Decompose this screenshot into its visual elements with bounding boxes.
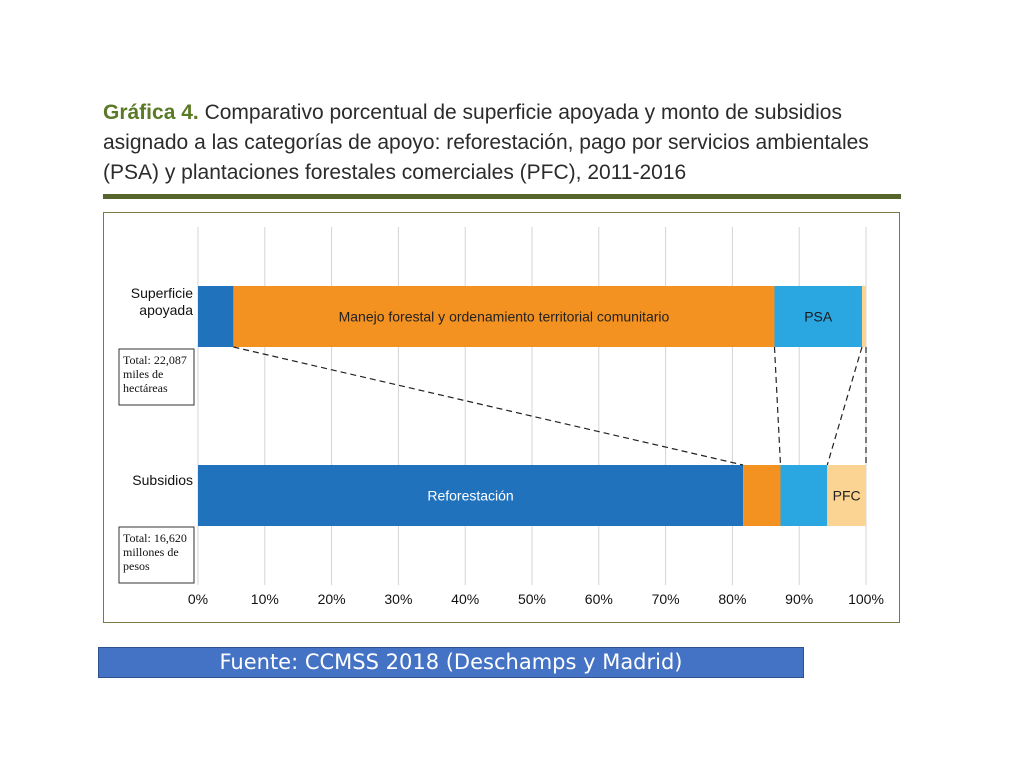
category-label: apoyada: [139, 302, 193, 318]
bar-segment: [780, 465, 828, 526]
category-label: Subsidios: [132, 472, 193, 488]
x-tick-label: 50%: [518, 591, 546, 607]
bar-segment: [198, 465, 744, 526]
x-tick-label: 0%: [188, 591, 208, 607]
total-text: miles de: [123, 367, 163, 381]
bar-segment: [774, 286, 862, 347]
connector-line: [826, 346, 863, 466]
chart-title-text: Comparativo porcentual de superficie apo…: [103, 101, 869, 184]
bar-segment: [233, 286, 775, 347]
x-tick-label: 30%: [384, 591, 412, 607]
total-text: Total: 16,620: [123, 531, 187, 545]
total-text: millones de: [123, 545, 179, 559]
total-box: [118, 348, 195, 406]
bar-segment: [198, 286, 234, 347]
source-box: Fuente: CCMSS 2018 (Deschamps y Madrid): [98, 647, 804, 678]
connector-line: [233, 346, 744, 466]
total-text: Total: 22,087: [123, 353, 187, 367]
x-tick-label: 70%: [652, 591, 680, 607]
x-tick-label: 60%: [585, 591, 613, 607]
x-tick-label: 10%: [251, 591, 279, 607]
bar-segment: [861, 286, 866, 347]
bar-segment: [827, 465, 866, 526]
chart-title: Gráfica 4. Comparativo porcentual de sup…: [103, 98, 903, 188]
category-label: Superficie: [131, 285, 193, 301]
total-text: pesos: [123, 559, 150, 573]
x-tick-label: 80%: [718, 591, 746, 607]
chart-frame: 0% 10% 20% 30% 40% 50% 60% 70% 80% 90% 100% Manejo …: [103, 212, 900, 623]
total-text: hectáreas: [123, 381, 168, 395]
title-rule: [103, 194, 901, 199]
chart-title-label: Gráfica 4.: [103, 101, 199, 124]
x-tick-label: 100%: [848, 591, 884, 607]
segment-label: PFC: [833, 488, 861, 504]
bar-segment: [743, 465, 781, 526]
segment-label: PSA: [804, 309, 833, 325]
connector-line: [773, 346, 782, 466]
stacked-bar-chart: 0% 10% 20% 30% 40% 50% 60% 70% 80% 90% 100% Manejo …: [118, 227, 884, 607]
x-tick-label: 40%: [451, 591, 479, 607]
x-tick-label: 90%: [785, 591, 813, 607]
segment-label: Reforestación: [427, 488, 513, 504]
x-tick-label: 20%: [318, 591, 346, 607]
source-text: Fuente: CCMSS 2018 (Deschamps y Madrid): [219, 650, 683, 674]
segment-label: Manejo forestal y ordenamiento territori…: [339, 309, 670, 325]
total-box: [118, 526, 195, 584]
